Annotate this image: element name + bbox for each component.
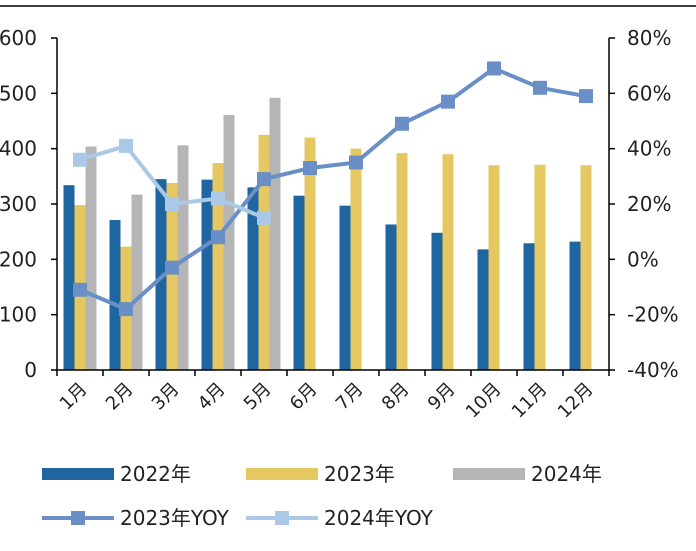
point-1-1 <box>73 282 87 297</box>
point-1-7 <box>349 155 363 170</box>
bar-2-12 <box>580 165 592 370</box>
bar-3-4 <box>223 114 235 370</box>
lines-group <box>73 61 593 317</box>
bar-1-1 <box>63 185 75 370</box>
bar-2-9 <box>442 154 454 370</box>
bar-2-10 <box>488 165 500 370</box>
x-tick-label: 1月 <box>56 379 92 415</box>
legend-marker <box>275 511 289 525</box>
bar-2-7 <box>350 148 362 370</box>
bar-1-4 <box>201 179 213 370</box>
x-tick-label: 9月 <box>424 379 460 415</box>
bar-1-9 <box>431 232 443 370</box>
y2-tick-label: -20% <box>627 303 679 327</box>
y2-tick-label: 80% <box>627 26 671 50</box>
y2-tick-label: 40% <box>627 137 671 161</box>
x-tick-label: 2月 <box>102 379 138 415</box>
y-tick-label: 0 <box>24 358 37 382</box>
bars-group <box>63 97 592 370</box>
point-1-5 <box>257 172 271 187</box>
x-tick-label: 11月 <box>508 379 552 423</box>
x-tick-label: 8月 <box>378 379 414 415</box>
legend-label: 2024年YOY <box>324 506 434 530</box>
y-tick-label: 600 <box>0 26 37 50</box>
point-2-4 <box>211 191 225 206</box>
bar-1-3 <box>155 179 167 370</box>
bar-1-11 <box>523 243 535 370</box>
y2-tick-label: 0% <box>627 247 659 271</box>
bar-1-10 <box>477 249 489 370</box>
y2-tick-label: 20% <box>627 192 671 216</box>
legend-marker <box>71 511 85 525</box>
bar-2-6 <box>304 137 316 370</box>
x-tick-label: 4月 <box>194 379 230 415</box>
legend-label: 2023年YOY <box>120 506 230 530</box>
y-tick-label: 100 <box>0 303 37 327</box>
point-1-4 <box>211 230 225 245</box>
point-2-3 <box>165 197 179 211</box>
point-1-6 <box>303 161 317 176</box>
point-1-8 <box>395 116 409 131</box>
point-1-9 <box>441 94 455 109</box>
point-2-1 <box>73 152 87 167</box>
bar-2-4 <box>212 163 224 370</box>
x-tick-label: 6月 <box>286 379 322 415</box>
y-tick-label: 300 <box>0 192 37 216</box>
bar-1-6 <box>293 195 305 370</box>
bar-3-5 <box>269 97 281 370</box>
bar-2-3 <box>166 182 178 370</box>
x-tick-label: 3月 <box>148 379 184 415</box>
legend: 2022年 2023年 2024年 2023年YOY 2024年YOY <box>42 462 602 530</box>
bar-2-8 <box>396 153 408 370</box>
legend-swatch <box>42 468 114 480</box>
point-1-2 <box>119 302 133 317</box>
x-tick-label: 10月 <box>462 379 506 423</box>
x-tick-label: 12月 <box>554 379 598 423</box>
legend-label: 2023年 <box>324 462 395 486</box>
point-1-3 <box>165 260 179 275</box>
y2-tick-label: -40% <box>627 358 679 382</box>
bar-2-5 <box>258 134 270 370</box>
legend-swatch <box>246 468 318 480</box>
y-tick-label: 200 <box>0 247 37 271</box>
legend-label: 2024年 <box>531 462 602 486</box>
legend-label: 2022年 <box>120 462 191 486</box>
bar-1-12 <box>569 241 581 370</box>
bar-2-11 <box>534 164 546 370</box>
bar-3-1 <box>85 146 97 370</box>
bar-1-8 <box>385 224 397 370</box>
bar-1-5 <box>247 187 259 370</box>
point-2-5 <box>257 210 271 225</box>
bar-1-2 <box>109 220 121 370</box>
x-tick-label: 7月 <box>332 379 368 415</box>
point-1-11 <box>533 80 547 95</box>
y2-tick-label: 60% <box>627 81 671 105</box>
bar-3-3 <box>177 145 189 370</box>
y-tick-label: 500 <box>0 81 37 105</box>
point-1-10 <box>487 61 501 76</box>
bar-3-2 <box>131 194 143 370</box>
point-2-2 <box>119 138 133 153</box>
x-tick-label: 5月 <box>240 379 276 415</box>
legend-swatch <box>453 468 525 480</box>
series-line-1 <box>79 66 587 312</box>
bar-1-7 <box>339 205 351 370</box>
y-tick-label: 400 <box>0 137 37 161</box>
point-1-12 <box>579 89 593 104</box>
